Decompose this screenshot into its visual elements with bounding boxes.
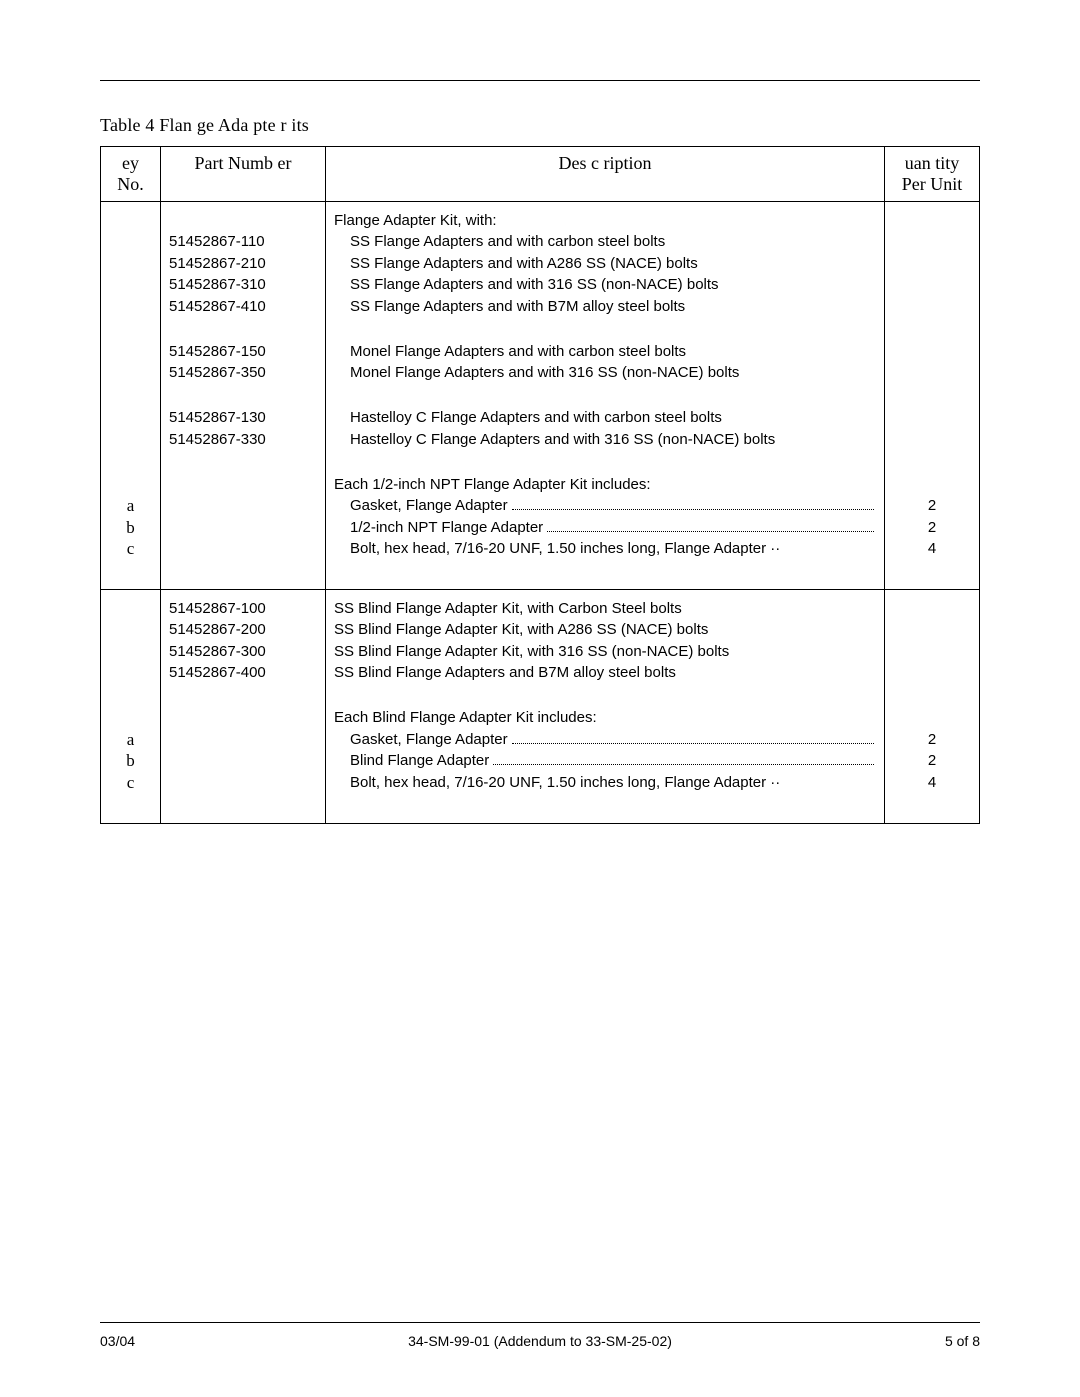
key-label: b <box>105 752 156 770</box>
footer-page: 5 of 8 <box>945 1333 980 1349</box>
parts-table: ey No. Part Numb er Des c ription uan ti… <box>100 146 980 824</box>
qty-value: 2 <box>889 497 975 515</box>
footer-docid: 34-SM-99-01 (Addendum to 33-SM-25-02) <box>408 1333 672 1349</box>
desc-text: SS Blind Flange Adapter Kit, with 316 SS… <box>334 643 876 661</box>
key-label: a <box>105 731 156 749</box>
desc-leader: 1/2-inch NPT Flange Adapter <box>334 519 876 537</box>
desc-text: Each 1/2-inch NPT Flange Adapter Kit inc… <box>334 476 876 494</box>
page-footer: 03/04 34-SM-99-01 (Addendum to 33-SM-25-… <box>100 1322 980 1349</box>
desc-text: Bolt, hex head, 7/16-20 UNF, 1.50 inches… <box>334 540 876 558</box>
footer-date: 03/04 <box>100 1333 135 1349</box>
qty-value: 2 <box>889 752 975 770</box>
part-cell: 51452867-100 51452867-200 51452867-300 5… <box>161 590 326 824</box>
desc-text: Flange Adapter Kit, with: <box>334 212 876 230</box>
part-number: 51452867-100 <box>169 600 317 618</box>
desc-text: Hastelloy C Flange Adapters and with car… <box>334 409 876 427</box>
part-number: 51452867-200 <box>169 621 317 639</box>
top-rule <box>100 80 980 81</box>
key-label: c <box>105 774 156 792</box>
desc-text: SS Flange Adapters and with B7M alloy st… <box>334 298 876 316</box>
desc-text: SS Blind Flange Adapter Kit, with A286 S… <box>334 621 876 639</box>
qty-cell: 2 2 4 <box>885 202 980 590</box>
part-number: 51452867-400 <box>169 664 317 682</box>
part-number: 51452867-350 <box>169 364 317 382</box>
part-number: 51452867-150 <box>169 343 317 361</box>
desc-text: SS Blind Flange Adapter Kit, with Carbon… <box>334 600 876 618</box>
bottom-rule <box>100 1322 980 1323</box>
table-title: Table 4 Flan ge Ada pte r its <box>100 115 980 136</box>
table-header-row: ey No. Part Numb er Des c ription uan ti… <box>101 147 980 202</box>
page: Table 4 Flan ge Ada pte r its ey No. Par… <box>0 0 1080 1397</box>
part-number: 51452867-330 <box>169 431 317 449</box>
desc-text: SS Flange Adapters and with A286 SS (NAC… <box>334 255 876 273</box>
desc-text: Bolt, hex head, 7/16-20 UNF, 1.50 inches… <box>334 774 876 792</box>
qty-value: 4 <box>889 774 975 792</box>
desc-text: SS Blind Flange Adapters and B7M alloy s… <box>334 664 876 682</box>
part-number: 51452867-300 <box>169 643 317 661</box>
part-number: 51452867-130 <box>169 409 317 427</box>
desc-text: Monel Flange Adapters and with carbon st… <box>334 343 876 361</box>
col-header-desc: Des c ription <box>326 147 885 202</box>
key-cell: a b c <box>101 202 161 590</box>
desc-text: Hastelloy C Flange Adapters and with 316… <box>334 431 876 449</box>
col-header-key: ey No. <box>101 147 161 202</box>
qty-cell: 2 2 4 <box>885 590 980 824</box>
table-row: a b c 51452867-110 51452867-210 51452867… <box>101 202 980 590</box>
desc-leader: Blind Flange Adapter <box>334 752 876 770</box>
desc-text: SS Flange Adapters and with 316 SS (non-… <box>334 276 876 294</box>
desc-text: Each Blind Flange Adapter Kit includes: <box>334 709 876 727</box>
part-number: 51452867-410 <box>169 298 317 316</box>
desc-text: Monel Flange Adapters and with 316 SS (n… <box>334 364 876 382</box>
key-label: c <box>105 540 156 558</box>
key-label: b <box>105 519 156 537</box>
key-cell: a b c <box>101 590 161 824</box>
desc-cell: Flange Adapter Kit, with: SS Flange Adap… <box>326 202 885 590</box>
desc-text: SS Flange Adapters and with carbon steel… <box>334 233 876 251</box>
desc-leader: Gasket, Flange Adapter <box>334 497 876 515</box>
col-header-part: Part Numb er <box>161 147 326 202</box>
table-row: a b c 51452867-100 51452867-200 51452867… <box>101 590 980 824</box>
desc-leader: Gasket, Flange Adapter <box>334 731 876 749</box>
desc-cell: SS Blind Flange Adapter Kit, with Carbon… <box>326 590 885 824</box>
part-number: 51452867-210 <box>169 255 317 273</box>
part-number: 51452867-310 <box>169 276 317 294</box>
part-number: 51452867-110 <box>169 233 317 251</box>
part-cell: 51452867-110 51452867-210 51452867-310 5… <box>161 202 326 590</box>
key-label: a <box>105 497 156 515</box>
qty-value: 2 <box>889 519 975 537</box>
qty-value: 4 <box>889 540 975 558</box>
qty-value: 2 <box>889 731 975 749</box>
col-header-qty: uan tity Per Unit <box>885 147 980 202</box>
